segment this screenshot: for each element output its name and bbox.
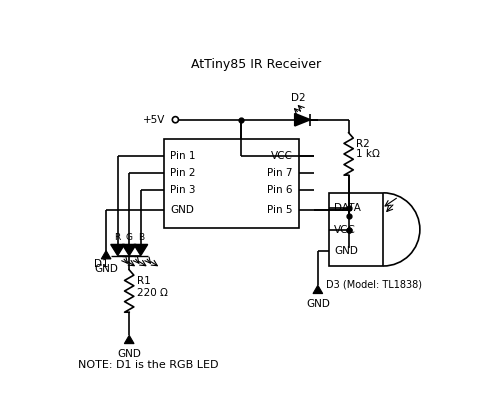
Text: GND: GND <box>306 299 330 309</box>
Text: D1: D1 <box>94 260 108 269</box>
Text: G: G <box>126 233 132 242</box>
Text: Pin 2: Pin 2 <box>170 168 196 178</box>
Polygon shape <box>122 244 136 255</box>
Text: 220 Ω: 220 Ω <box>137 288 168 298</box>
Text: R: R <box>114 233 121 242</box>
Text: D2: D2 <box>291 93 306 103</box>
Text: 1 kΩ: 1 kΩ <box>356 150 380 159</box>
Text: Pin 3: Pin 3 <box>170 185 196 195</box>
Polygon shape <box>313 285 322 294</box>
Text: DATA: DATA <box>334 203 361 213</box>
Text: Pin 6: Pin 6 <box>267 185 292 195</box>
Text: VCC: VCC <box>334 225 356 235</box>
Text: +5V: +5V <box>143 115 166 125</box>
Text: R2: R2 <box>356 139 370 150</box>
Text: Pin 7: Pin 7 <box>267 168 292 178</box>
Text: Pin 5: Pin 5 <box>267 205 292 215</box>
Text: GND: GND <box>118 349 141 359</box>
Text: Pin 1: Pin 1 <box>170 151 196 161</box>
Text: D3 (Model: TL1838): D3 (Model: TL1838) <box>326 280 422 290</box>
Polygon shape <box>124 335 134 344</box>
Polygon shape <box>134 244 147 255</box>
Bar <box>164 139 298 228</box>
Polygon shape <box>110 244 124 255</box>
Bar <box>330 193 384 266</box>
Text: NOTE: D1 is the RGB LED: NOTE: D1 is the RGB LED <box>78 360 218 370</box>
Text: AtTiny85 IR Receiver: AtTiny85 IR Receiver <box>191 58 322 71</box>
Text: B: B <box>138 233 144 242</box>
Text: R1: R1 <box>137 276 150 286</box>
Text: GND: GND <box>334 247 358 256</box>
Text: VCC: VCC <box>270 151 292 161</box>
Polygon shape <box>295 113 310 126</box>
Text: GND: GND <box>94 265 118 274</box>
Text: GND: GND <box>170 205 194 215</box>
Polygon shape <box>101 251 111 259</box>
